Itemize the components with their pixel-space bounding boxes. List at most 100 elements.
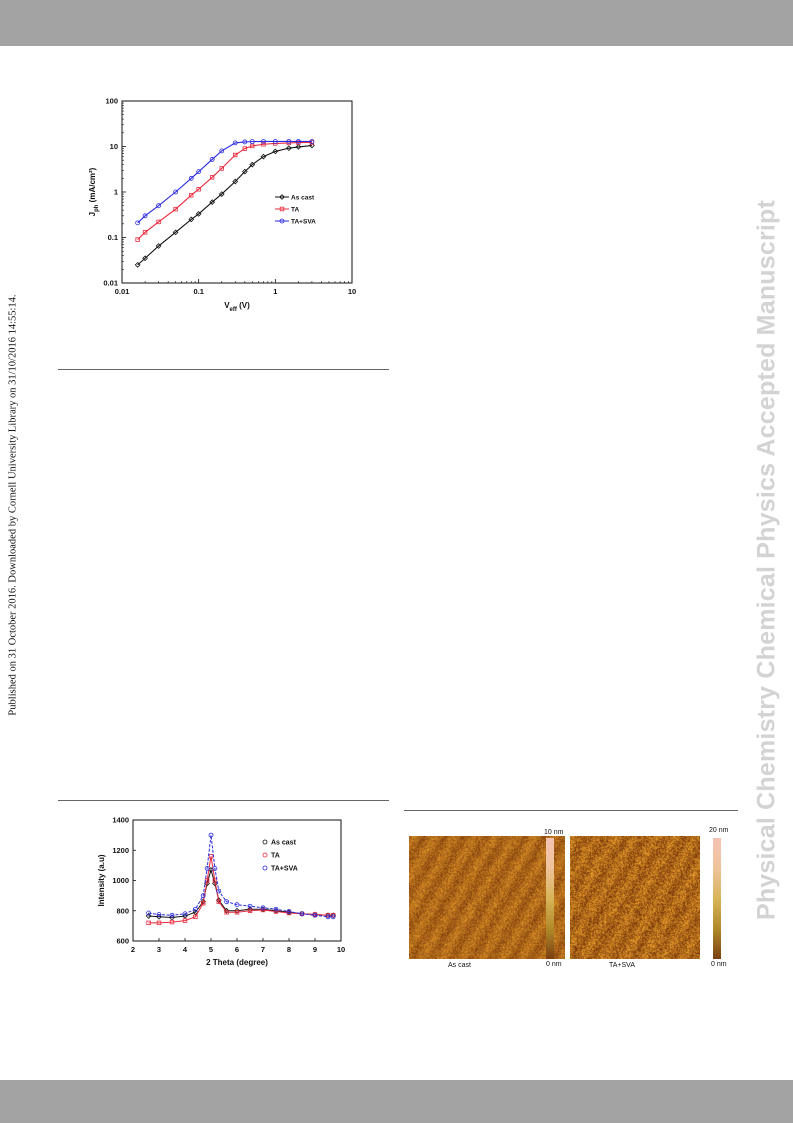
legend-label: TA [271, 853, 280, 860]
afm-scale-bottom: 0 nm [711, 961, 727, 968]
series-line [137, 141, 312, 240]
jph-veff-chart: 0.01 0.1 1 10 0.01 0.1 1 10 100 As cast TA TA+SVA Ve… [88, 97, 356, 312]
section-rule [58, 369, 389, 370]
afm-scale-bottom: 0 nm [546, 961, 562, 968]
series-line [137, 140, 312, 224]
data-point [219, 166, 224, 171]
data-point [195, 211, 202, 217]
data-point [241, 168, 248, 175]
data-point [172, 229, 179, 236]
data-point [182, 918, 188, 923]
plot-frame [121, 100, 353, 284]
data-point [146, 920, 151, 926]
data-point [142, 255, 148, 262]
legend: As cast TA TA+SVA [275, 194, 316, 226]
data-point [193, 906, 198, 912]
legend-marker [279, 206, 285, 212]
data-point [196, 169, 202, 175]
data-point [201, 900, 206, 906]
data-point [247, 903, 253, 909]
afm-image-ta-sva [570, 836, 700, 959]
data-point [260, 153, 267, 160]
series-line [137, 144, 312, 266]
data-point [273, 906, 279, 912]
afm-image-as-cast [409, 836, 565, 959]
y-axis-title: Jph (mA/cm²) [88, 167, 100, 216]
publication-note: Published on 31 October 2016. Downloaded… [7, 294, 19, 716]
data-point [208, 867, 214, 873]
data-point [247, 908, 253, 913]
legend-label: TA [291, 207, 299, 214]
data-point [142, 230, 148, 235]
data-point [188, 175, 194, 181]
x-tick-label: 6 [235, 945, 239, 954]
data-point [156, 920, 162, 926]
section-rule [404, 810, 738, 811]
legend-label: TA+SVA [291, 219, 316, 226]
afm-caption: As cast [448, 962, 471, 969]
data-point [209, 157, 215, 162]
data-point [250, 143, 255, 149]
data-point [145, 913, 152, 919]
data-point [134, 262, 141, 268]
afm-scale-top: 20 nm [709, 827, 729, 834]
y-tick-label: 0.01 [103, 279, 118, 288]
data-point [155, 243, 162, 249]
y-tick-label: 100 [105, 97, 118, 106]
header-band [0, 0, 793, 46]
xrd-chart: 2 3 4 5 6 7 8 9 10 600 800 1000 1200 1400 As cast TA TA+… [97, 816, 345, 967]
data-point [272, 139, 278, 144]
data-point [330, 914, 336, 920]
footer-band [0, 1080, 793, 1123]
legend-marker [279, 218, 285, 224]
x-tick-label: 1 [273, 287, 277, 296]
data-point [212, 878, 218, 883]
data-point [249, 139, 255, 145]
data-point [209, 199, 216, 205]
data-point [296, 139, 301, 144]
data-point [272, 148, 279, 155]
section-rule [58, 800, 389, 801]
x-tick-label: 4 [183, 945, 188, 954]
legend-marker [262, 839, 268, 845]
data-point [208, 832, 214, 838]
data-point [156, 203, 161, 209]
afm-caption: TA+SVA [609, 962, 636, 969]
data-point [242, 139, 248, 145]
x-tick-label: 9 [313, 945, 317, 954]
data-point [204, 880, 210, 887]
data-point [234, 902, 240, 908]
data-point [142, 213, 148, 219]
data-point [234, 910, 240, 915]
data-point [224, 899, 230, 905]
x-tick-label: 7 [261, 945, 265, 954]
y-tick-label: 0.1 [108, 233, 118, 242]
x-tick-label: 0.1 [193, 287, 203, 296]
data-point [169, 919, 175, 925]
x-tick-label: 3 [157, 945, 161, 954]
data-point [218, 191, 225, 197]
series-ta-sva [146, 832, 336, 920]
x-tick-label: 0.01 [115, 287, 130, 296]
data-point [146, 910, 151, 916]
legend-label: As cast [271, 840, 297, 847]
y-tick-label: 1000 [112, 876, 129, 885]
data-point [188, 216, 195, 223]
data-point [212, 866, 218, 871]
data-point [299, 911, 305, 917]
data-point [135, 237, 140, 242]
legend-marker [279, 194, 285, 200]
data-point [224, 910, 229, 915]
data-point [261, 139, 266, 144]
x-tick-label: 8 [287, 945, 291, 954]
x-tick-label: 10 [348, 287, 356, 296]
data-point [247, 906, 253, 913]
data-point [219, 148, 225, 154]
afm-scale-top: 10 nm [544, 829, 564, 836]
data-point [156, 912, 162, 917]
x-axis-title: Veff (V) [224, 301, 250, 312]
data-point [249, 161, 256, 168]
data-point [234, 907, 240, 914]
data-point [295, 144, 302, 150]
data-point [216, 888, 222, 894]
